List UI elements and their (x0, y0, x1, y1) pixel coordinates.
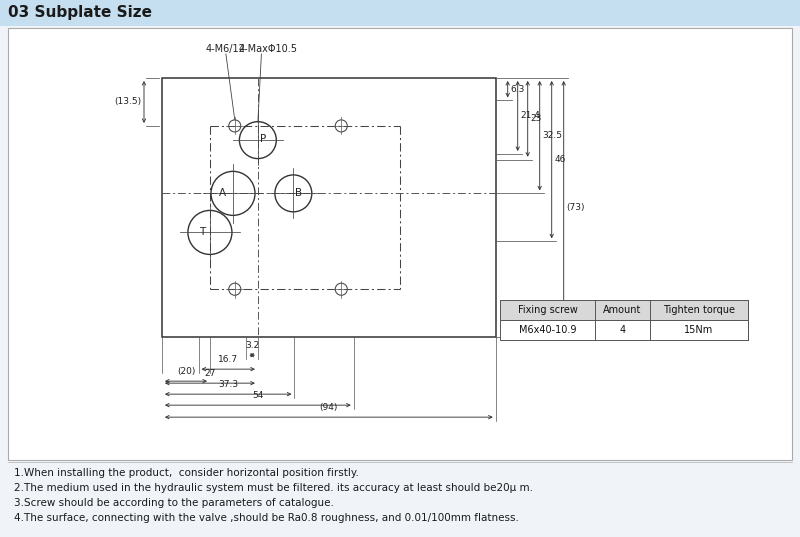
Text: (20): (20) (177, 367, 195, 376)
Text: P: P (260, 134, 266, 144)
Text: 37.3: 37.3 (218, 380, 238, 389)
Text: A: A (219, 188, 226, 198)
Text: 54: 54 (252, 391, 263, 400)
Text: 6.3: 6.3 (510, 85, 525, 93)
Text: 23: 23 (530, 114, 542, 124)
Text: (13.5): (13.5) (114, 97, 141, 106)
Text: 27: 27 (204, 369, 216, 378)
Text: (94): (94) (320, 403, 338, 412)
Text: 32.5: 32.5 (542, 131, 562, 140)
Text: 03 Subplate Size: 03 Subplate Size (8, 5, 152, 20)
Text: 16.7: 16.7 (218, 355, 238, 364)
Text: B: B (295, 188, 302, 198)
Text: (73): (73) (566, 203, 586, 212)
Bar (162, 78, 496, 337)
Text: 1.When installing the product,  consider horizontal position firstly.: 1.When installing the product, consider … (14, 468, 359, 478)
Bar (0, 0, 800, 26)
Text: 4.The surface, connecting with the valve ,should be Ra0.8 roughness, and 0.01/10: 4.The surface, connecting with the valve… (14, 513, 519, 523)
Text: 2.The medium used in the hydraulic system must be filtered. its accuracy at leas: 2.The medium used in the hydraulic syste… (14, 483, 533, 493)
Text: 46: 46 (554, 155, 566, 164)
Text: M6x40-10.9: M6x40-10.9 (518, 325, 576, 335)
Text: Tighten torque: Tighten torque (663, 305, 735, 315)
Text: 15Nm: 15Nm (684, 325, 714, 335)
Text: T: T (199, 228, 205, 237)
Bar (8, 28, 792, 460)
Text: 21.4: 21.4 (521, 112, 541, 120)
Text: Fixing screw: Fixing screw (518, 305, 578, 315)
Text: 3.2: 3.2 (245, 341, 259, 350)
Bar (500, 300, 748, 320)
Text: Amount: Amount (603, 305, 642, 315)
Text: 4: 4 (619, 325, 626, 335)
Bar (500, 320, 748, 340)
Text: 3.Screw should be according to the parameters of catalogue.: 3.Screw should be according to the param… (14, 498, 334, 508)
Text: 4-MaxΦ10.5: 4-MaxΦ10.5 (239, 44, 298, 54)
Text: 4-M6/12: 4-M6/12 (206, 44, 246, 54)
